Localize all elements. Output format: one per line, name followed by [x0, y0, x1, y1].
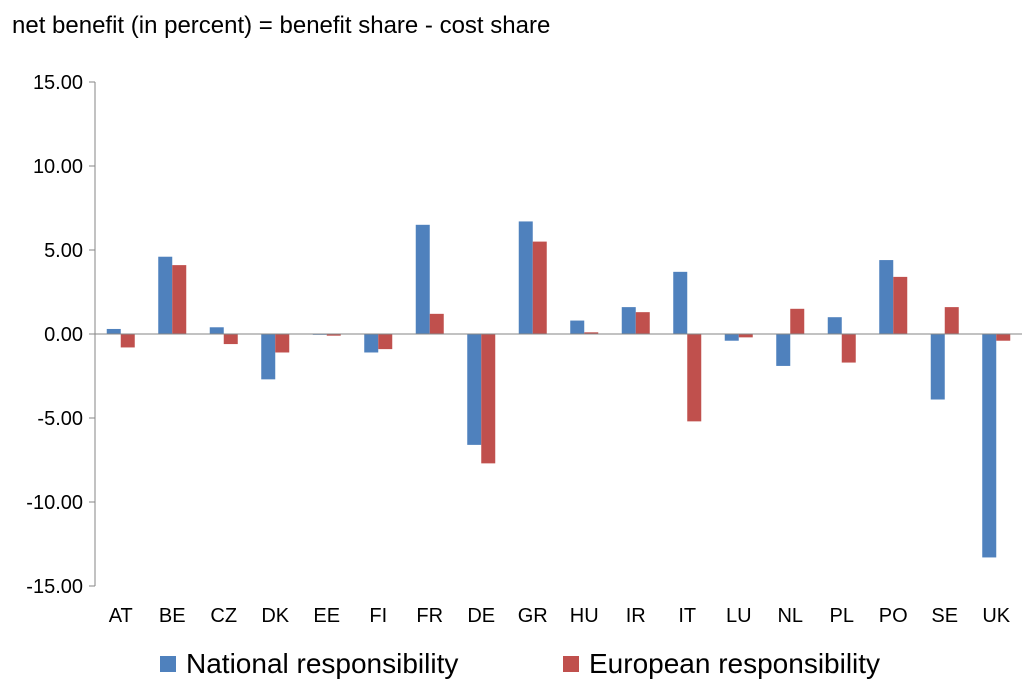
bars — [106, 221, 1011, 558]
x-tick-label: SE — [931, 605, 958, 627]
legend-swatch-european — [563, 656, 579, 672]
bar-national-de — [467, 334, 482, 445]
bar-european-fi — [378, 334, 393, 350]
bar-national-nl — [776, 334, 791, 366]
legend-item-european: European responsibility — [563, 648, 880, 680]
y-axis: 15.00 10.00 5.00 0.00 -5.00 -10.00 -15.00 — [26, 72, 96, 598]
bar-national-uk — [982, 334, 997, 558]
bar-european-ir — [635, 312, 650, 334]
x-tick-label: PL — [830, 605, 854, 627]
bar-european-ee — [326, 334, 341, 336]
x-tick-label: IT — [678, 605, 696, 627]
bar-european-lu — [738, 334, 753, 338]
bar-european-de — [481, 334, 496, 464]
bar-national-hu — [570, 320, 585, 334]
bar-european-be — [172, 265, 187, 334]
bar-national-ir — [621, 307, 636, 334]
bar-european-fr — [429, 313, 444, 334]
y-tick-label: 5.00 — [44, 240, 83, 262]
bar-european-cz — [223, 334, 238, 345]
bar-national-be — [158, 256, 173, 334]
legend-item-national: National responsibility — [160, 648, 458, 680]
bar-european-po — [893, 276, 908, 334]
bar-national-lu — [724, 334, 739, 341]
bar-national-at — [106, 328, 121, 334]
bar-european-hu — [584, 332, 599, 334]
legend: National responsibility European respons… — [0, 648, 1027, 688]
bar-european-pl — [841, 334, 856, 363]
bar-european-se — [944, 307, 959, 334]
bar-national-it — [673, 271, 688, 334]
x-tick-label: AT — [109, 605, 133, 627]
x-tick-label: UK — [982, 605, 1010, 627]
bar-national-dk — [261, 334, 276, 380]
x-tick-label: HU — [570, 605, 599, 627]
bar-european-uk — [996, 334, 1011, 341]
x-tick-label: FI — [369, 605, 387, 627]
x-axis: AT BE CZ DK EE FI FR DE GR HU IR IT LU NL PL PO SE UK — [95, 333, 1022, 627]
bar-national-cz — [209, 327, 224, 334]
bar-national-fr — [415, 224, 430, 334]
y-tick-label: 15.00 — [33, 72, 83, 94]
y-tick-label: 0.00 — [44, 324, 83, 346]
bar-european-it — [687, 334, 702, 422]
x-tick-label: LU — [726, 605, 752, 627]
y-tick-label: -5.00 — [37, 408, 83, 430]
x-tick-label: IR — [626, 605, 646, 627]
bar-european-dk — [275, 334, 290, 353]
legend-label-european: European responsibility — [589, 648, 881, 679]
bar-national-fi — [364, 334, 379, 353]
x-tick-label: EE — [313, 605, 340, 627]
x-tick-label: BE — [159, 605, 186, 627]
bar-european-nl — [790, 308, 805, 334]
x-tick-label: DK — [261, 605, 289, 627]
x-tick-label: CZ — [210, 605, 237, 627]
bar-european-at — [120, 334, 135, 348]
x-tick-label: PO — [879, 605, 908, 627]
bar-european-gr — [532, 241, 547, 334]
bar-chart: 15.00 10.00 5.00 0.00 -5.00 -10.00 -15.00 AT BE… — [26, 72, 1022, 627]
x-tick-label: DE — [467, 605, 495, 627]
bar-national-po — [879, 260, 894, 334]
x-tick-label: FR — [416, 605, 443, 627]
bar-national-se — [930, 334, 945, 400]
y-tick-label: -10.00 — [26, 492, 83, 514]
chart-title: net benefit (in percent) = benefit share… — [12, 12, 551, 39]
bar-national-pl — [827, 317, 842, 334]
legend-label-national: National responsibility — [186, 648, 459, 679]
x-tick-label: GR — [518, 605, 548, 627]
y-tick-label: -15.00 — [26, 576, 83, 598]
bar-national-gr — [518, 221, 533, 334]
x-tick-label: NL — [777, 605, 803, 627]
legend-swatch-national — [160, 656, 176, 672]
y-tick-label: 10.00 — [33, 156, 83, 178]
